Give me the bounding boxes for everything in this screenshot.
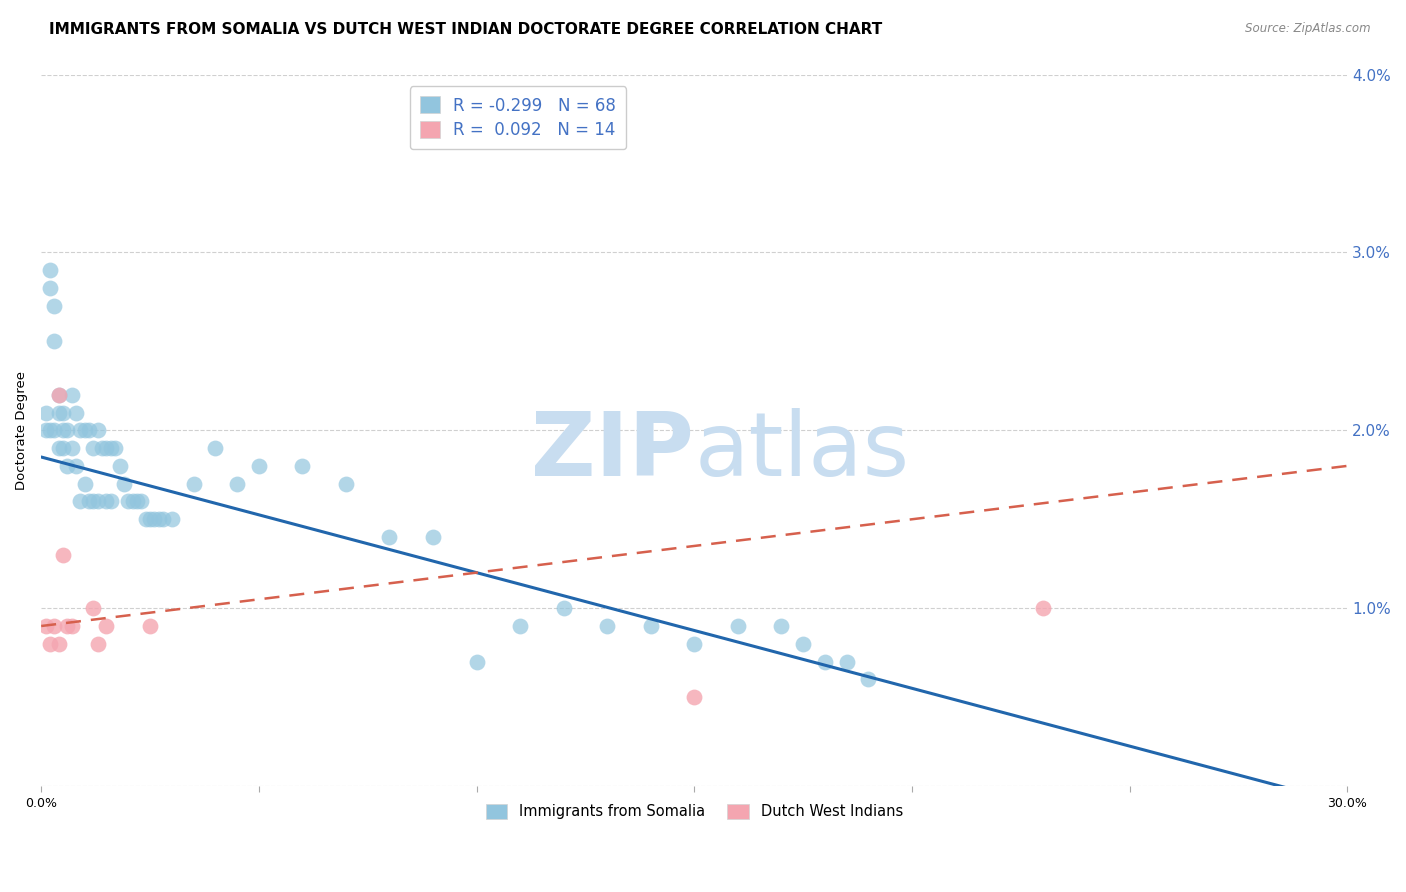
Point [73, 423, 96, 437]
Point [82, 601, 104, 615]
Point [553, 601, 575, 615]
Point [44, 619, 66, 633]
Point [112, 476, 135, 491]
Point [770, 619, 793, 633]
Point [835, 655, 858, 669]
Point [139, 512, 162, 526]
Text: atlas: atlas [695, 409, 910, 495]
Point [34, 423, 56, 437]
Point [247, 458, 270, 473]
Point [814, 655, 837, 669]
Point [96, 441, 118, 455]
Point [65, 405, 87, 419]
Point [87, 423, 110, 437]
Point [183, 476, 205, 491]
Point [52, 405, 75, 419]
Point [121, 494, 143, 508]
Legend: Immigrants from Somalia, Dutch West Indians: Immigrants from Somalia, Dutch West Indi… [479, 798, 908, 825]
Point [104, 441, 127, 455]
Point [34, 405, 56, 419]
Point [48, 441, 70, 455]
Point [422, 530, 444, 544]
Point [65, 458, 87, 473]
Point [48, 637, 70, 651]
Point [683, 690, 706, 705]
Point [87, 494, 110, 508]
Point [52, 441, 75, 455]
Point [100, 494, 122, 508]
Point [44, 299, 66, 313]
Point [77, 494, 100, 508]
Point [56, 619, 79, 633]
Point [640, 619, 662, 633]
Point [44, 334, 66, 349]
Point [82, 441, 104, 455]
Point [792, 637, 814, 651]
Point [204, 441, 226, 455]
Text: ZIP: ZIP [531, 409, 695, 495]
Point [152, 512, 174, 526]
Point [465, 655, 488, 669]
Point [77, 423, 100, 437]
Point [44, 423, 66, 437]
Point [96, 619, 118, 633]
Point [291, 458, 314, 473]
Point [82, 494, 104, 508]
Text: Source: ZipAtlas.com: Source: ZipAtlas.com [1246, 22, 1371, 36]
Point [56, 458, 79, 473]
Point [335, 476, 357, 491]
Point [148, 512, 170, 526]
Point [48, 388, 70, 402]
Y-axis label: Doctorate Degree: Doctorate Degree [15, 371, 28, 490]
Point [509, 619, 531, 633]
Point [125, 494, 148, 508]
Point [48, 388, 70, 402]
Point [858, 673, 880, 687]
Point [38, 637, 60, 651]
Point [131, 494, 153, 508]
Point [48, 405, 70, 419]
Point [69, 494, 91, 508]
Point [226, 476, 249, 491]
Point [727, 619, 749, 633]
Point [73, 476, 96, 491]
Point [87, 637, 110, 651]
Point [596, 619, 619, 633]
Point [60, 619, 83, 633]
Point [160, 512, 183, 526]
Point [69, 423, 91, 437]
Point [378, 530, 401, 544]
Point [1031, 601, 1053, 615]
Point [108, 458, 131, 473]
Point [52, 423, 75, 437]
Point [96, 494, 118, 508]
Point [38, 281, 60, 295]
Point [38, 423, 60, 437]
Point [91, 441, 114, 455]
Point [143, 512, 166, 526]
Point [683, 637, 706, 651]
Point [34, 619, 56, 633]
Point [38, 263, 60, 277]
Point [100, 441, 122, 455]
Text: IMMIGRANTS FROM SOMALIA VS DUTCH WEST INDIAN DOCTORATE DEGREE CORRELATION CHART: IMMIGRANTS FROM SOMALIA VS DUTCH WEST IN… [49, 22, 883, 37]
Point [56, 423, 79, 437]
Point [60, 441, 83, 455]
Point [117, 494, 139, 508]
Point [60, 388, 83, 402]
Point [139, 619, 162, 633]
Point [135, 512, 157, 526]
Point [52, 548, 75, 562]
